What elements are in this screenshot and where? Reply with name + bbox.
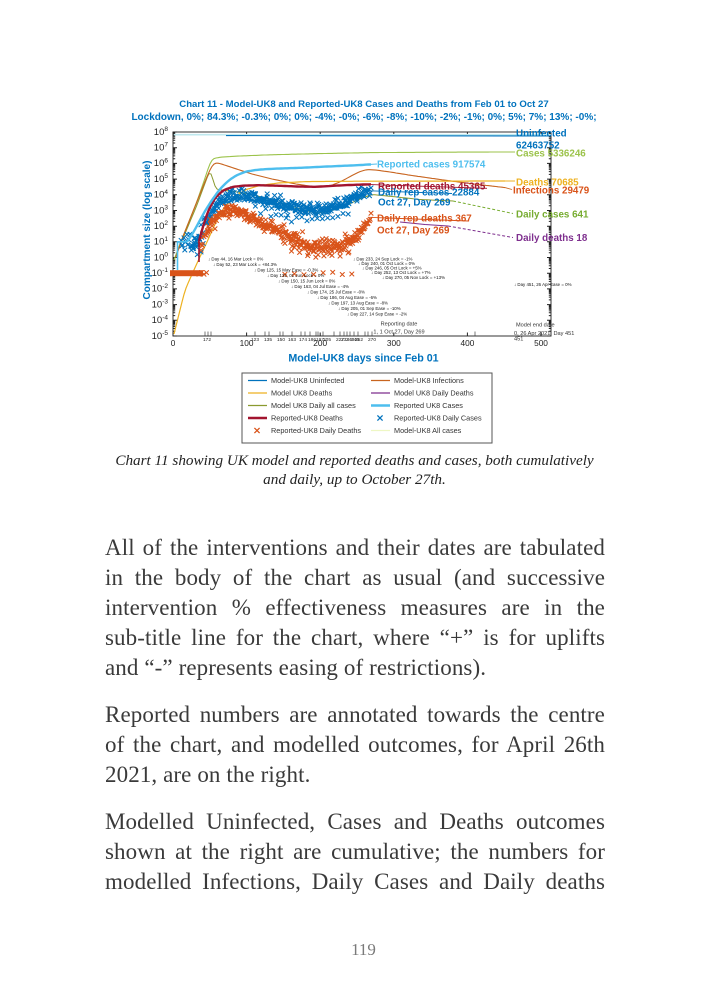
- svg-text:451: 451: [514, 337, 523, 343]
- svg-text:↓ Day 205, 01 Sep Ease = -10%: ↓ Day 205, 01 Sep Ease = -10%: [338, 306, 401, 311]
- svg-text:Model-UK8 days since Feb 01: Model-UK8 days since Feb 01: [288, 353, 438, 365]
- svg-text:1, 1 Oct 27, Day 269: 1, 1 Oct 27, Day 269: [373, 330, 424, 336]
- svg-text:102: 102: [154, 220, 169, 232]
- svg-text:Daily deaths 18: Daily deaths 18: [516, 233, 588, 244]
- svg-text:Reported deaths 45365: Reported deaths 45365: [378, 182, 486, 193]
- svg-text:0: 0: [171, 338, 176, 348]
- svg-text:10-2: 10-2: [152, 283, 169, 295]
- svg-text:Oct 27, Day 269: Oct 27, Day 269: [377, 226, 450, 237]
- svg-text:Oct 27, Day 269: Oct 27, Day 269: [378, 198, 451, 209]
- svg-text:Reporting date: Reporting date: [381, 322, 418, 328]
- svg-text:↓ Day 132, 01 Jun Lock = 0%: ↓ Day 132, 01 Jun Lock = 0%: [267, 273, 324, 278]
- svg-text:135: 135: [264, 337, 272, 343]
- svg-text:↓ Day 233, 24 Sep Lock = -1%: ↓ Day 233, 24 Sep Lock = -1%: [353, 257, 413, 262]
- svg-text:↓ Day 163, 04 Jul Ease = -4%: ↓ Day 163, 04 Jul Ease = -4%: [291, 284, 349, 289]
- svg-text:300: 300: [387, 338, 401, 348]
- svg-text:252: 252: [355, 337, 363, 343]
- svg-text:Model-UK8 Infections: Model-UK8 Infections: [394, 376, 464, 385]
- svg-text:Infections 29479: Infections 29479: [513, 186, 590, 197]
- svg-text:Cases 5336246: Cases 5336246: [516, 149, 586, 160]
- svg-text:197: 197: [316, 337, 324, 343]
- svg-text:↓ Day 150, 15 Jun Lock = 0%: ↓ Day 150, 15 Jun Lock = 0%: [278, 279, 335, 284]
- svg-text:10-5: 10-5: [152, 330, 169, 342]
- svg-text:Model UK8 Daily all cases: Model UK8 Daily all cases: [271, 401, 356, 410]
- svg-text:Compartment size (log scale): Compartment size (log scale): [142, 161, 153, 300]
- svg-text:0, 26 Apr 2021, Day 451: 0, 26 Apr 2021, Day 451: [514, 331, 574, 337]
- svg-text:240: 240: [346, 337, 354, 343]
- svg-text:105: 105: [154, 173, 169, 185]
- svg-text:100: 100: [154, 252, 169, 264]
- svg-text:100: 100: [240, 338, 254, 348]
- svg-text:↓ Day 240, 01 Oct Lock = 0%: ↓ Day 240, 01 Oct Lock = 0%: [358, 261, 415, 266]
- svg-text:104: 104: [154, 189, 169, 201]
- svg-text:246: 246: [351, 337, 359, 343]
- svg-text:Daily rep deaths 367: Daily rep deaths 367: [377, 214, 472, 225]
- svg-text:186: 186: [308, 337, 316, 343]
- svg-text:103: 103: [154, 205, 169, 217]
- svg-text:↓ Day 246, 05 Oct Lock = +5%: ↓ Day 246, 05 Oct Lock = +5%: [362, 266, 422, 271]
- svg-text:Reported cases 917574: Reported cases 917574: [377, 160, 486, 171]
- svg-text:10-4: 10-4: [152, 314, 169, 326]
- svg-text:↓ Day 270, 05 Nov Lock = +13%: ↓ Day 270, 05 Nov Lock = +13%: [382, 275, 445, 280]
- svg-text:↓ Day 252, 13 Oct Lock = +7%: ↓ Day 252, 13 Oct Lock = +7%: [371, 270, 431, 275]
- svg-text:Model-UK8 Uninfected: Model-UK8 Uninfected: [271, 376, 344, 385]
- svg-text:500: 500: [534, 338, 548, 348]
- svg-text:Lockdown, 0%; 84.3%; -0.3%; 0%: Lockdown, 0%; 84.3%; -0.3%; 0%; 0%; -4%;…: [131, 112, 596, 123]
- svg-text:↓ Day 125, 15 May Ease = -0.3%: ↓ Day 125, 15 May Ease = -0.3%: [254, 268, 318, 273]
- svg-text:↓ Day 52, 23 Mar Lock = +84.3%: ↓ Day 52, 23 Mar Lock = +84.3%: [213, 262, 277, 267]
- svg-text:400: 400: [460, 338, 474, 348]
- svg-text:↓ Day 174, 25 Jul Ease = -0%: ↓ Day 174, 25 Jul Ease = -0%: [307, 290, 365, 295]
- svg-text:227: 227: [336, 337, 344, 343]
- svg-text:Daily rep cases 22884: Daily rep cases 22884: [378, 188, 480, 199]
- svg-text:Reported-UK8 Daily Deaths: Reported-UK8 Daily Deaths: [271, 426, 361, 435]
- svg-text:233: 233: [341, 337, 349, 343]
- svg-text:Daily cases 641: Daily cases 641: [516, 210, 589, 221]
- svg-text:Uninfected: Uninfected: [516, 129, 567, 140]
- svg-text:123: 123: [251, 337, 259, 343]
- svg-text:Reported-UK8 Deaths: Reported-UK8 Deaths: [271, 414, 343, 423]
- svg-text:205: 205: [323, 337, 331, 343]
- svg-text:62463752: 62463752: [516, 141, 560, 152]
- svg-text:Model UK8 Daily Deaths: Model UK8 Daily Deaths: [394, 389, 474, 398]
- svg-text:Reported UK8 Cases: Reported UK8 Cases: [394, 401, 463, 410]
- svg-text:↓ Day 227, 14 Sep Ease = -2%: ↓ Day 227, 14 Sep Ease = -2%: [347, 312, 407, 317]
- svg-text:Model-UK8 All cases: Model-UK8 All cases: [394, 426, 462, 435]
- svg-text:174: 174: [299, 337, 307, 343]
- svg-text:Reported-UK8 Daily Cases: Reported-UK8 Daily Cases: [394, 414, 482, 423]
- svg-text:Chart 11 - Model-UK8 and Repor: Chart 11 - Model-UK8 and Reported-UK8 Ca…: [179, 99, 548, 110]
- svg-text:10-3: 10-3: [152, 299, 169, 311]
- svg-text:200: 200: [313, 338, 327, 348]
- svg-text:Model UK8 Deaths: Model UK8 Deaths: [271, 389, 333, 398]
- svg-text:101: 101: [154, 236, 169, 248]
- svg-text:↓ Day 451, 26 Apr Ease = 0%: ↓ Day 451, 26 Apr Ease = 0%: [514, 282, 572, 287]
- svg-text:270: 270: [368, 337, 376, 343]
- svg-text:108: 108: [154, 126, 169, 138]
- svg-text:10-1: 10-1: [152, 267, 169, 279]
- svg-text:150: 150: [277, 337, 285, 343]
- svg-text:107: 107: [154, 142, 169, 154]
- svg-text:↓ Day 186, 04 Aug Ease = -6%: ↓ Day 186, 04 Aug Ease = -6%: [317, 295, 377, 300]
- svg-text:Model end date: Model end date: [516, 323, 555, 329]
- svg-text:↓ Day 44, 16 Mar Lock = 0%: ↓ Day 44, 16 Mar Lock = 0%: [208, 257, 263, 262]
- svg-text:↓ Day 197, 13 Aug Ease = -8%: ↓ Day 197, 13 Aug Ease = -8%: [328, 301, 388, 306]
- svg-text:106: 106: [154, 157, 169, 169]
- svg-text:172: 172: [203, 337, 211, 343]
- svg-text:Deaths 70685: Deaths 70685: [516, 178, 579, 189]
- svg-text:163: 163: [288, 337, 296, 343]
